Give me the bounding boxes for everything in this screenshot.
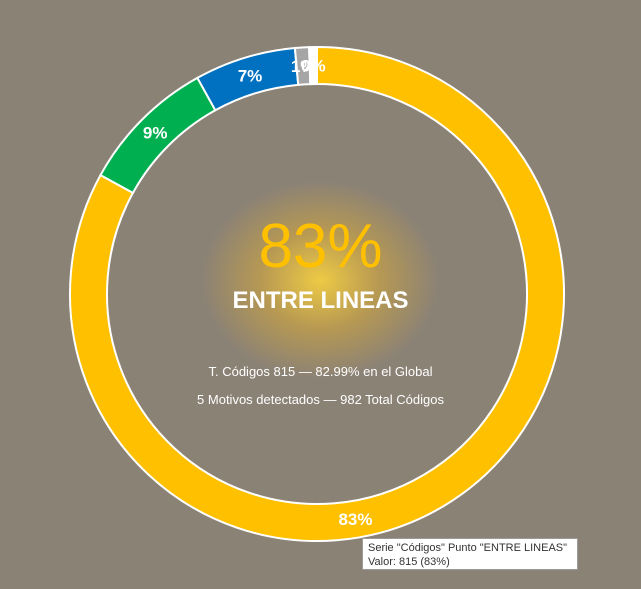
tooltip-value: Valor: 815 (83%) bbox=[368, 556, 450, 568]
slice-label-2: 9% bbox=[143, 124, 168, 143]
slice-labels: 83% 9% 7% 1%0% bbox=[143, 57, 373, 530]
center-percent: 83% bbox=[258, 212, 383, 281]
total-codes-line: T. Códigos 815 — 82.99% en el Global bbox=[208, 364, 433, 379]
chart-tooltip: Serie "Códigos" Punto "ENTRE LINEAS" Val… bbox=[362, 538, 578, 570]
slice-label-3: 7% bbox=[238, 67, 263, 86]
slice-label-5: 0% bbox=[301, 57, 326, 76]
slice-label-4: 1% bbox=[291, 57, 316, 76]
motives-detected-line: 5 Motivos detectados — 982 Total Códigos bbox=[197, 392, 444, 407]
donut-slices[interactable] bbox=[69, 45, 565, 542]
tooltip-series-point: Serie "Códigos" Punto "ENTRE LINEAS" bbox=[368, 542, 568, 554]
center-glow bbox=[200, 180, 440, 380]
donut-slice-5[interactable] bbox=[308, 45, 318, 86]
slice-label-1: 83% bbox=[338, 510, 372, 529]
center-category-label: ENTRE LINEAS bbox=[232, 287, 409, 314]
donut-slice-1[interactable] bbox=[69, 45, 565, 542]
